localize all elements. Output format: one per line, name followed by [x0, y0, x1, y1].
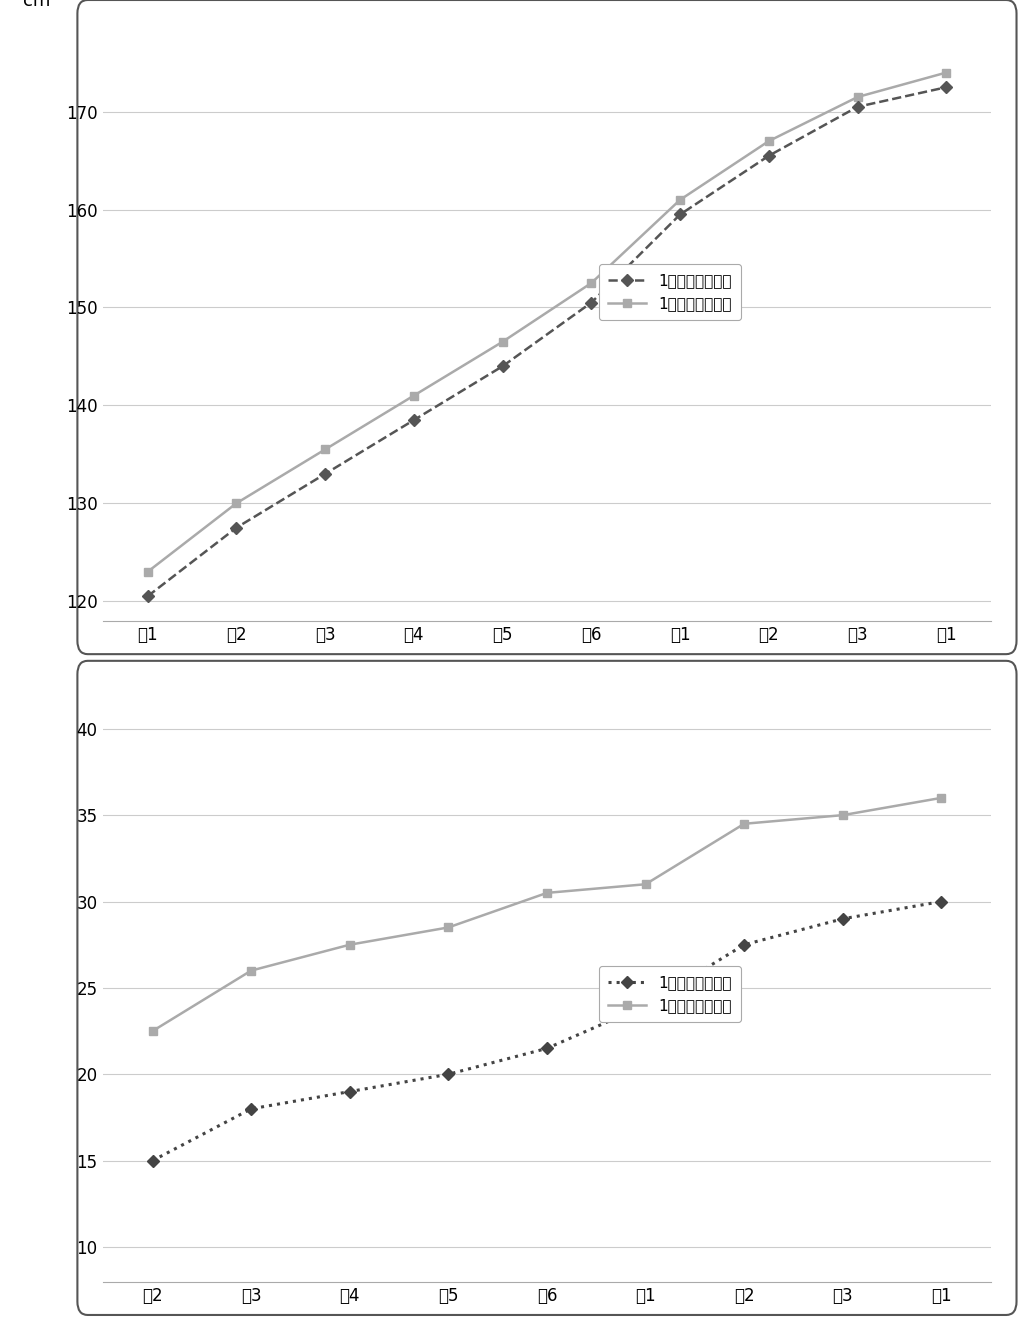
Legend: 1차년도정상남아, 1차년도비만남아: 1차년도정상남아, 1차년도비만남아: [599, 264, 741, 320]
Legend: 1차년도정상여아, 1차년도비만여아: 1차년도정상여아, 1차년도비만여아: [599, 967, 741, 1023]
Text: cm: cm: [24, 0, 51, 9]
